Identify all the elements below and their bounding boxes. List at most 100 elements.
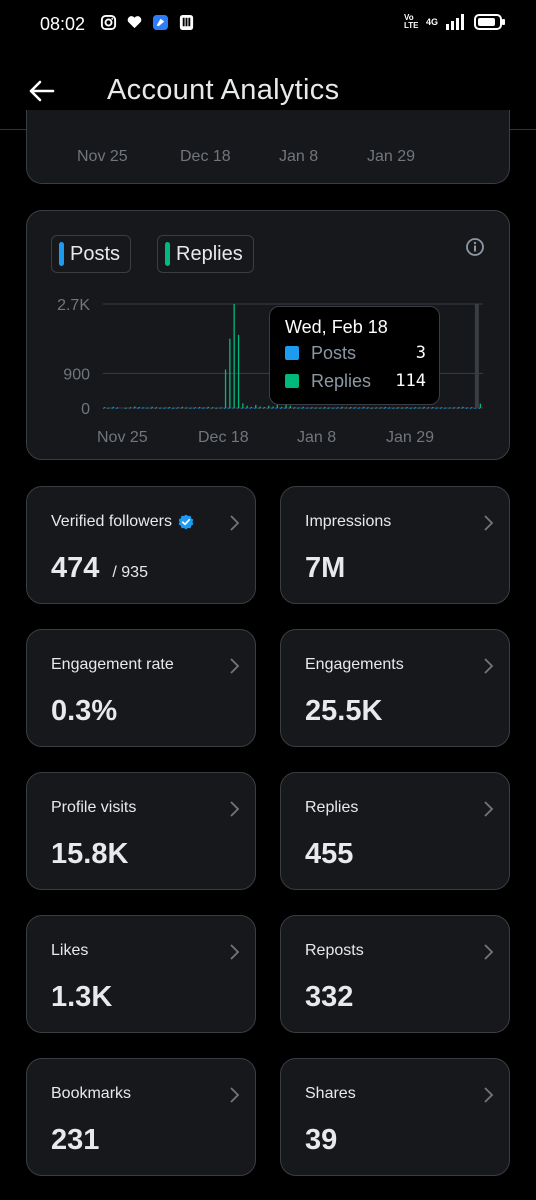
replies-bar	[229, 338, 231, 408]
posts-bar	[211, 407, 213, 409]
replies-bar	[453, 407, 456, 408]
y-tick-label: 900	[63, 366, 90, 383]
page-title: Account Analytics	[107, 74, 340, 106]
posts-bar	[323, 407, 325, 409]
replies-bar	[332, 407, 335, 409]
legend-replies-toggle[interactable]: Replies	[157, 235, 254, 273]
metric-card-verified-followers[interactable]: Verified followers 474 / 935	[26, 486, 256, 604]
posts-bar	[163, 407, 165, 409]
posts-bar	[202, 407, 204, 409]
posts-bar	[301, 407, 303, 409]
replies-bar	[224, 369, 227, 408]
posts-bar	[133, 407, 135, 409]
posts-bar	[189, 407, 191, 409]
posts-bar	[418, 407, 420, 409]
chevron-right-icon	[484, 944, 494, 960]
replies-bar	[112, 406, 114, 408]
posts-bar	[392, 407, 394, 409]
legend-replies-label: Replies	[176, 242, 243, 265]
replies-bar	[237, 334, 240, 408]
metric-card-reposts[interactable]: Reposts 332	[280, 915, 510, 1033]
replies-bar	[134, 406, 136, 408]
replies-bar	[393, 407, 395, 409]
posts-bar	[146, 407, 148, 409]
replies-bar	[471, 407, 473, 408]
volte-indicator: Vo LTE	[403, 13, 419, 30]
legend-posts-toggle[interactable]: Posts	[51, 235, 132, 273]
replies-bar	[199, 407, 201, 408]
metric-card-profile-visits[interactable]: Profile visits 15.8K	[26, 772, 256, 890]
replies-bar	[341, 406, 343, 408]
replies-bar	[259, 406, 261, 408]
posts-bar	[409, 407, 411, 409]
replies-bar	[125, 407, 127, 409]
metric-card-engagement-rate[interactable]: Engagement rate 0.3%	[26, 629, 256, 747]
tooltip-posts-row: Posts 3	[285, 342, 426, 364]
posts-bar	[228, 407, 230, 409]
posts-bar	[111, 407, 113, 409]
replies-bar	[449, 407, 451, 409]
posts-bar	[154, 407, 157, 409]
posts-bar	[327, 407, 329, 409]
posts-bar	[444, 407, 446, 409]
chevron-right-icon	[484, 658, 494, 674]
status-time: 08:02	[40, 14, 86, 34]
chevron-right-icon	[484, 801, 494, 817]
chevron-right-icon	[230, 1087, 240, 1103]
replies-bar	[376, 407, 378, 409]
metric-value: 15.8K	[51, 838, 129, 870]
posts-bar	[439, 407, 442, 409]
posts-bar	[206, 407, 208, 409]
replies-bar	[255, 404, 257, 408]
tooltip-posts-label: Posts	[311, 342, 357, 363]
replies-bar	[324, 407, 326, 408]
info-icon[interactable]	[465, 237, 485, 257]
posts-bar	[176, 407, 178, 409]
replies-bar	[272, 406, 274, 408]
replies-bar	[363, 406, 365, 408]
metric-label: Engagement rate	[51, 656, 174, 673]
replies-bar	[142, 407, 145, 409]
posts-bar	[271, 407, 273, 409]
replies-bar	[147, 407, 149, 409]
replies-bar	[414, 407, 417, 408]
posts-bar	[366, 407, 368, 409]
posts-bar	[478, 407, 480, 409]
x-tick-label: Dec 18	[198, 429, 249, 446]
posts-bar	[275, 407, 277, 409]
replies-bar	[207, 406, 209, 408]
posts-bar	[470, 407, 472, 409]
posts-bar	[241, 407, 243, 409]
replies-bar	[345, 407, 348, 409]
tooltip-date: Wed, Feb 18	[285, 317, 388, 337]
replies-bar	[354, 407, 356, 408]
posts-bar	[267, 407, 269, 409]
replies-bar	[104, 407, 106, 408]
posts-bar	[223, 407, 226, 409]
back-arrow-icon[interactable]	[26, 76, 56, 106]
y-tick-label: 2.7K	[57, 297, 90, 314]
replies-bar	[233, 304, 235, 408]
metric-label: Verified followers	[51, 513, 194, 531]
chevron-right-icon	[230, 658, 240, 674]
top-axis-label: Nov 25	[77, 148, 128, 165]
metric-label: Engagements	[305, 656, 404, 673]
metric-card-replies[interactable]: Replies 455	[280, 772, 510, 890]
tooltip-replies-value: 114	[395, 371, 426, 391]
metric-value-text: 474	[51, 552, 100, 584]
metric-card-bookmarks[interactable]: Bookmarks 231	[26, 1058, 256, 1176]
posts-bar	[331, 407, 334, 409]
metric-card-impressions[interactable]: Impressions 7M	[280, 486, 510, 604]
metric-card-likes[interactable]: Likes 1.3K	[26, 915, 256, 1033]
posts-bar	[336, 407, 338, 409]
metric-card-shares[interactable]: Shares 39	[280, 1058, 510, 1176]
metric-card-engagements[interactable]: Engagements 25.5K	[280, 629, 510, 747]
replies-bar	[358, 407, 361, 409]
posts-bar	[431, 407, 433, 409]
chevron-right-icon	[484, 515, 494, 531]
replies-bar	[242, 403, 244, 408]
replies-bar	[432, 407, 434, 408]
posts-bar	[388, 407, 390, 409]
posts-bar	[465, 407, 467, 409]
replies-bar	[402, 407, 404, 409]
